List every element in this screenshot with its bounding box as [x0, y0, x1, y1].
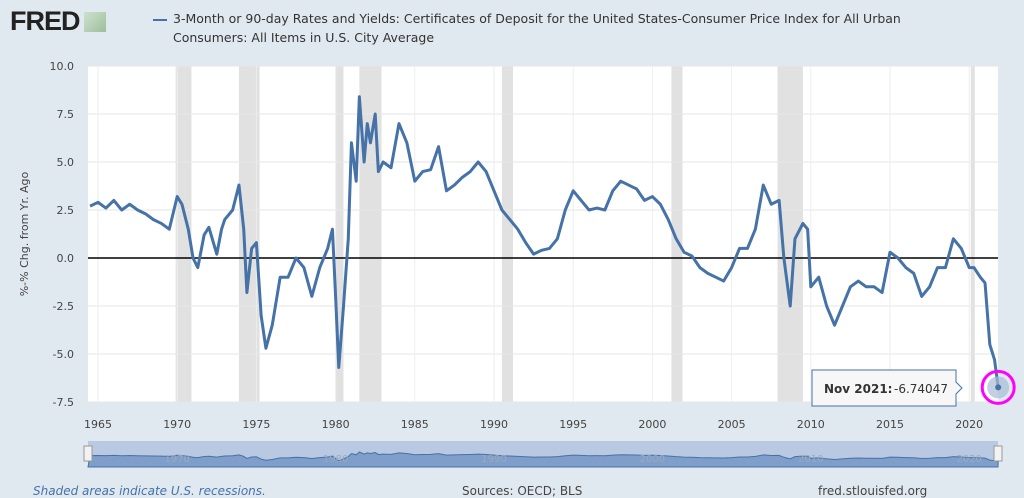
recession-note[interactable]: Shaded areas indicate U.S. recessions. — [33, 484, 266, 498]
recession-band — [175, 66, 192, 402]
site-link[interactable]: fred.stlouisfed.org — [818, 484, 928, 498]
x-tick-label: 2000 — [638, 418, 666, 431]
y-tick-label: 5.0 — [57, 156, 75, 169]
tooltip-value: -6.74047 — [894, 382, 948, 396]
y-tick-label: 7.5 — [57, 108, 75, 121]
x-tick-label: 1985 — [401, 418, 429, 431]
data-point — [995, 384, 1002, 391]
navigator-label: 1970 — [164, 454, 189, 465]
x-tick-label: 1995 — [559, 418, 587, 431]
recession-band — [359, 66, 382, 402]
recession-band — [335, 66, 344, 402]
navigator-label: 1980 — [323, 454, 348, 465]
navigator-handle[interactable] — [83, 445, 93, 462]
fred-logo[interactable]: FRED — [10, 6, 106, 37]
y-tick-label: -5.0 — [53, 348, 74, 361]
x-tick-label: 1970 — [163, 418, 191, 431]
x-tick-label: 1965 — [84, 418, 112, 431]
y-tick-label: -7.5 — [53, 396, 74, 409]
chart-title: 3-Month or 90-day Rates and Yields: Cert… — [153, 9, 1013, 47]
plot-area — [88, 66, 998, 402]
tooltip-box — [811, 369, 963, 407]
y-tick-label: 2.5 — [57, 204, 75, 217]
x-tick-label: 2005 — [718, 418, 746, 431]
x-tick-label: 2010 — [797, 418, 825, 431]
navigator-label: 2010 — [798, 454, 823, 465]
x-tick-label: 2015 — [876, 418, 904, 431]
navigator-label: 1990 — [481, 454, 506, 465]
x-tick-label: 2020 — [955, 418, 983, 431]
y-tick-label: 10.0 — [50, 60, 75, 73]
recession-band — [671, 66, 683, 402]
series-line — [89, 95, 1000, 388]
chart-logo-icon — [83, 12, 106, 32]
y-axis-label: %-% Chg. from Yr. Ago — [18, 171, 31, 296]
y-tick-label: 0.0 — [57, 252, 75, 265]
sources: Sources: OECD; BLS — [462, 484, 583, 498]
x-tick-label: 1990 — [480, 418, 508, 431]
recession-band — [970, 66, 975, 402]
navigator-label: 2020 — [956, 454, 981, 465]
navigator-handle[interactable] — [993, 445, 1003, 462]
x-tick-label: 1975 — [242, 418, 270, 431]
recession-band — [238, 66, 260, 402]
tooltip-date: Nov 2021: — [824, 382, 892, 396]
highlight-ring — [980, 369, 1016, 405]
navigator-label: 2000 — [640, 454, 665, 465]
tooltip: Nov 2021: -6.74047 — [811, 369, 963, 407]
legend-swatch — [153, 18, 167, 21]
y-tick-label: -2.5 — [53, 300, 74, 313]
navigator-series — [87, 451, 999, 468]
x-tick-label: 1980 — [322, 418, 350, 431]
recession-band — [501, 66, 514, 402]
